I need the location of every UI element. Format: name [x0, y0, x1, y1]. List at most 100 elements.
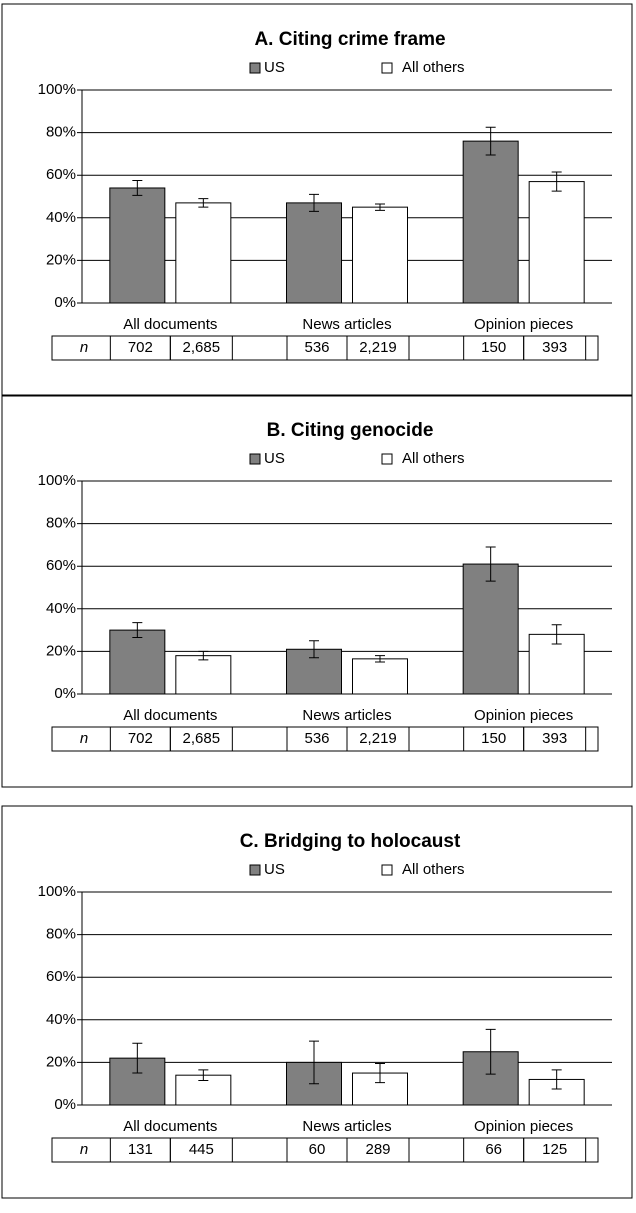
- y-tick-label: 0%: [54, 294, 76, 311]
- panel: C. Bridging to holocaust US All others 0% 20…: [1, 805, 633, 1199]
- legend-label: All others: [402, 59, 465, 76]
- y-tick-label: 100%: [38, 81, 76, 98]
- y-tick-label: 40%: [46, 209, 76, 226]
- y-tick-label: 40%: [46, 1011, 76, 1028]
- error-bar: [198, 1069, 209, 1082]
- error-bar: [132, 180, 143, 196]
- x-tick-label: Opinion pieces: [474, 316, 573, 333]
- y-tick-label: 60%: [46, 557, 76, 574]
- y-tick-label: 100%: [38, 472, 76, 489]
- panel-frame: [1, 3, 633, 397]
- bar: [352, 206, 408, 304]
- y-tick-label: 100%: [38, 883, 76, 900]
- error-bar: [309, 640, 319, 659]
- n-cell: 2,685: [183, 339, 221, 356]
- bar: [462, 563, 519, 695]
- n-cell: 289: [365, 1141, 390, 1158]
- n-cell: 702: [128, 730, 153, 747]
- legend-swatch: [381, 453, 393, 465]
- n-cell: 125: [542, 1141, 567, 1158]
- n-table-label: n: [80, 339, 88, 356]
- error-bar: [309, 1040, 319, 1085]
- chart-title: B. Citing genocide: [267, 420, 434, 441]
- y-tick-label: 80%: [46, 124, 76, 141]
- error-bar: [551, 624, 562, 645]
- n-cell: 702: [128, 339, 153, 356]
- y-tick-label: 20%: [46, 1053, 76, 1070]
- y-tick-label: 80%: [46, 515, 76, 532]
- y-tick-label: 20%: [46, 642, 76, 659]
- error-bar: [485, 1028, 496, 1075]
- bar: [528, 1078, 585, 1106]
- bar: [175, 655, 232, 695]
- bar: [109, 629, 166, 695]
- n-cell: 393: [542, 339, 567, 356]
- y-tick-label: 20%: [46, 251, 76, 268]
- n-cell: 2,685: [183, 730, 221, 747]
- legend-swatch: [249, 453, 261, 465]
- n-cell: 2,219: [359, 730, 397, 747]
- y-tick-label: 40%: [46, 600, 76, 617]
- bar: [109, 187, 166, 304]
- chart-title: A. Citing crime frame: [254, 29, 445, 50]
- n-cell: 393: [542, 730, 567, 747]
- x-tick-label: News articles: [302, 316, 391, 333]
- n-table: [51, 335, 599, 361]
- error-bar: [198, 198, 209, 208]
- x-tick-label: All documents: [123, 316, 217, 333]
- n-cell: 536: [304, 339, 329, 356]
- n-table: [51, 1137, 599, 1163]
- error-bar: [309, 193, 319, 212]
- n-cell: 66: [485, 1141, 502, 1158]
- x-tick-label: News articles: [302, 1118, 391, 1135]
- n-cell: 150: [481, 339, 506, 356]
- error-bar: [375, 203, 385, 211]
- legend-swatch: [381, 864, 393, 876]
- error-bar: [485, 546, 496, 582]
- n-cell: 60: [309, 1141, 326, 1158]
- n-cell: 445: [189, 1141, 214, 1158]
- y-tick-label: 60%: [46, 968, 76, 985]
- panel-frame: [1, 805, 633, 1199]
- error-bar: [375, 655, 385, 663]
- panel-frame: [1, 394, 633, 788]
- y-tick-label: 60%: [46, 166, 76, 183]
- bar: [462, 140, 519, 304]
- n-table: [51, 726, 599, 752]
- panel: A. Citing crime frame US All others 0% 20% 40…: [1, 3, 633, 397]
- legend-label: US: [264, 59, 285, 76]
- n-cell: 536: [304, 730, 329, 747]
- legend-label: US: [264, 450, 285, 467]
- legend-label: All others: [402, 450, 465, 467]
- error-bar: [132, 622, 143, 639]
- bar: [352, 658, 408, 695]
- error-bar: [551, 1069, 562, 1090]
- x-tick-label: Opinion pieces: [474, 1118, 573, 1135]
- error-bar: [485, 126, 496, 156]
- error-bar: [375, 1062, 385, 1084]
- legend-label: All others: [402, 861, 465, 878]
- x-tick-label: All documents: [123, 707, 217, 724]
- x-tick-label: All documents: [123, 1118, 217, 1135]
- legend-swatch: [381, 62, 393, 74]
- error-bar: [198, 650, 209, 661]
- panel: B. Citing genocide US All others 0% 20% 40% 60…: [1, 394, 633, 788]
- n-table-label: n: [80, 730, 88, 747]
- chart-title: C. Bridging to holocaust: [240, 831, 461, 852]
- n-table-label: n: [80, 1141, 88, 1158]
- legend-swatch: [249, 864, 261, 876]
- x-tick-label: Opinion pieces: [474, 707, 573, 724]
- n-cell: 2,219: [359, 339, 397, 356]
- error-bar: [551, 171, 562, 192]
- n-cell: 150: [481, 730, 506, 747]
- error-bar: [132, 1042, 143, 1074]
- y-tick-label: 80%: [46, 926, 76, 943]
- legend-label: US: [264, 861, 285, 878]
- bar: [528, 181, 585, 304]
- y-tick-label: 0%: [54, 685, 76, 702]
- bar: [175, 202, 232, 304]
- n-cell: 131: [128, 1141, 153, 1158]
- x-tick-label: News articles: [302, 707, 391, 724]
- legend-swatch: [249, 62, 261, 74]
